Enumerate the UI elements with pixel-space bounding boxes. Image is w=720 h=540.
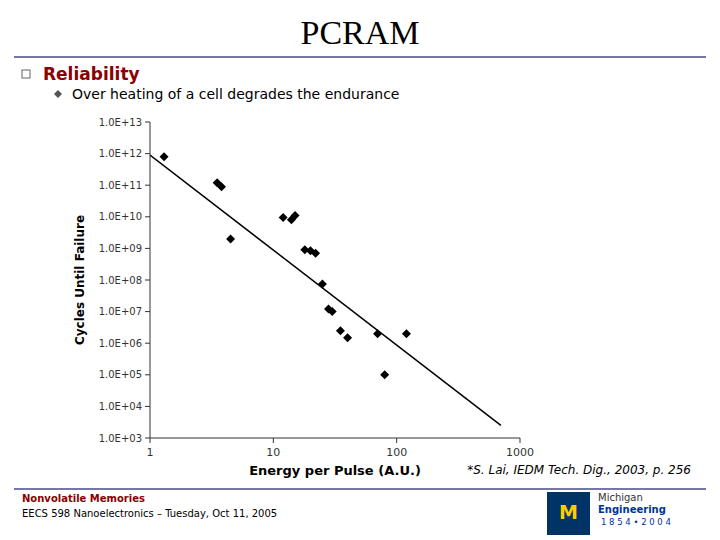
x-tick [150,438,151,443]
y-tick [145,122,150,123]
background [0,0,720,540]
chart: PCRAM Reliability Over heating of a cell d… [0,0,720,540]
point [328,307,337,316]
point [311,249,320,258]
x-tick-label: 10 [266,446,280,459]
title: PCRAM [300,14,419,51]
x-axis [150,438,520,439]
point [336,326,345,335]
sub-bullet: Over heating of a cell degrades the endu… [72,86,399,102]
y-tick-label: 1.0E+09 [99,243,142,254]
point [402,329,411,338]
y-tick [145,374,150,375]
plot-area [150,152,501,425]
x-axis-label: Energy per Pulse (A.U.) [249,463,421,478]
bullet [22,70,30,78]
point [380,370,389,379]
y-tick-label: 1.0E+10 [99,211,142,222]
y-tick-label: 1.0E+11 [99,180,142,191]
y-tick-label: 1.0E+12 [99,148,142,159]
logo-text: Engineering [598,504,666,515]
y-tick [145,216,150,217]
y-axis-label: Cycles Until Failure [73,215,87,345]
point [291,211,300,220]
y-tick [145,153,150,154]
x-tick-label: 1000 [506,446,534,459]
y-tick-label: 1.0E+03 [99,433,142,444]
citation: *S. Lai, IEDM Tech. Dig., 2003, p. 256 [467,463,691,477]
y-tick [145,248,150,249]
trend-line [150,155,501,425]
x-tick [273,438,274,443]
y-tick [145,438,150,439]
point [217,182,226,191]
x-tick-label: 100 [386,446,407,459]
logo-letter: M [559,501,578,523]
y-tick-label: 1.0E+06 [99,338,142,349]
y-tick [145,311,150,312]
footer-title: Nonvolatile Memories [22,493,145,504]
point [160,152,169,161]
bullet-title: Reliability [43,64,140,84]
x-tick-label: 1 [147,446,154,459]
y-tick [145,343,150,344]
logo [547,492,590,535]
axes: 1 10 100 1000 1.0E+03 1.0E+04 1.0E+05 1.0E+06 1.… [99,117,534,460]
y-tick [145,185,150,186]
y-tick [145,280,150,281]
y-tick-label: 1.0E+05 [99,369,142,380]
y-tick-label: 1.0E+07 [99,306,142,317]
y-tick [145,406,150,407]
x-tick [520,438,521,443]
point [343,333,352,342]
y-tick-label: 1.0E+04 [99,401,142,412]
footer-text: EECS 598 Nanoelectronics – Tuesday, Oct … [22,508,277,519]
logo-years: 1 8 5 4 • 2 0 0 4 [601,517,671,527]
x-tick [396,438,397,443]
logo-text: Michigan [598,492,643,503]
point [226,234,235,243]
y-tick-label: 1.0E+08 [99,275,142,286]
separator [14,56,706,58]
separator [14,488,706,490]
point [279,213,288,222]
bullet [54,90,62,98]
y-tick-label: 1.0E+13 [99,117,142,128]
